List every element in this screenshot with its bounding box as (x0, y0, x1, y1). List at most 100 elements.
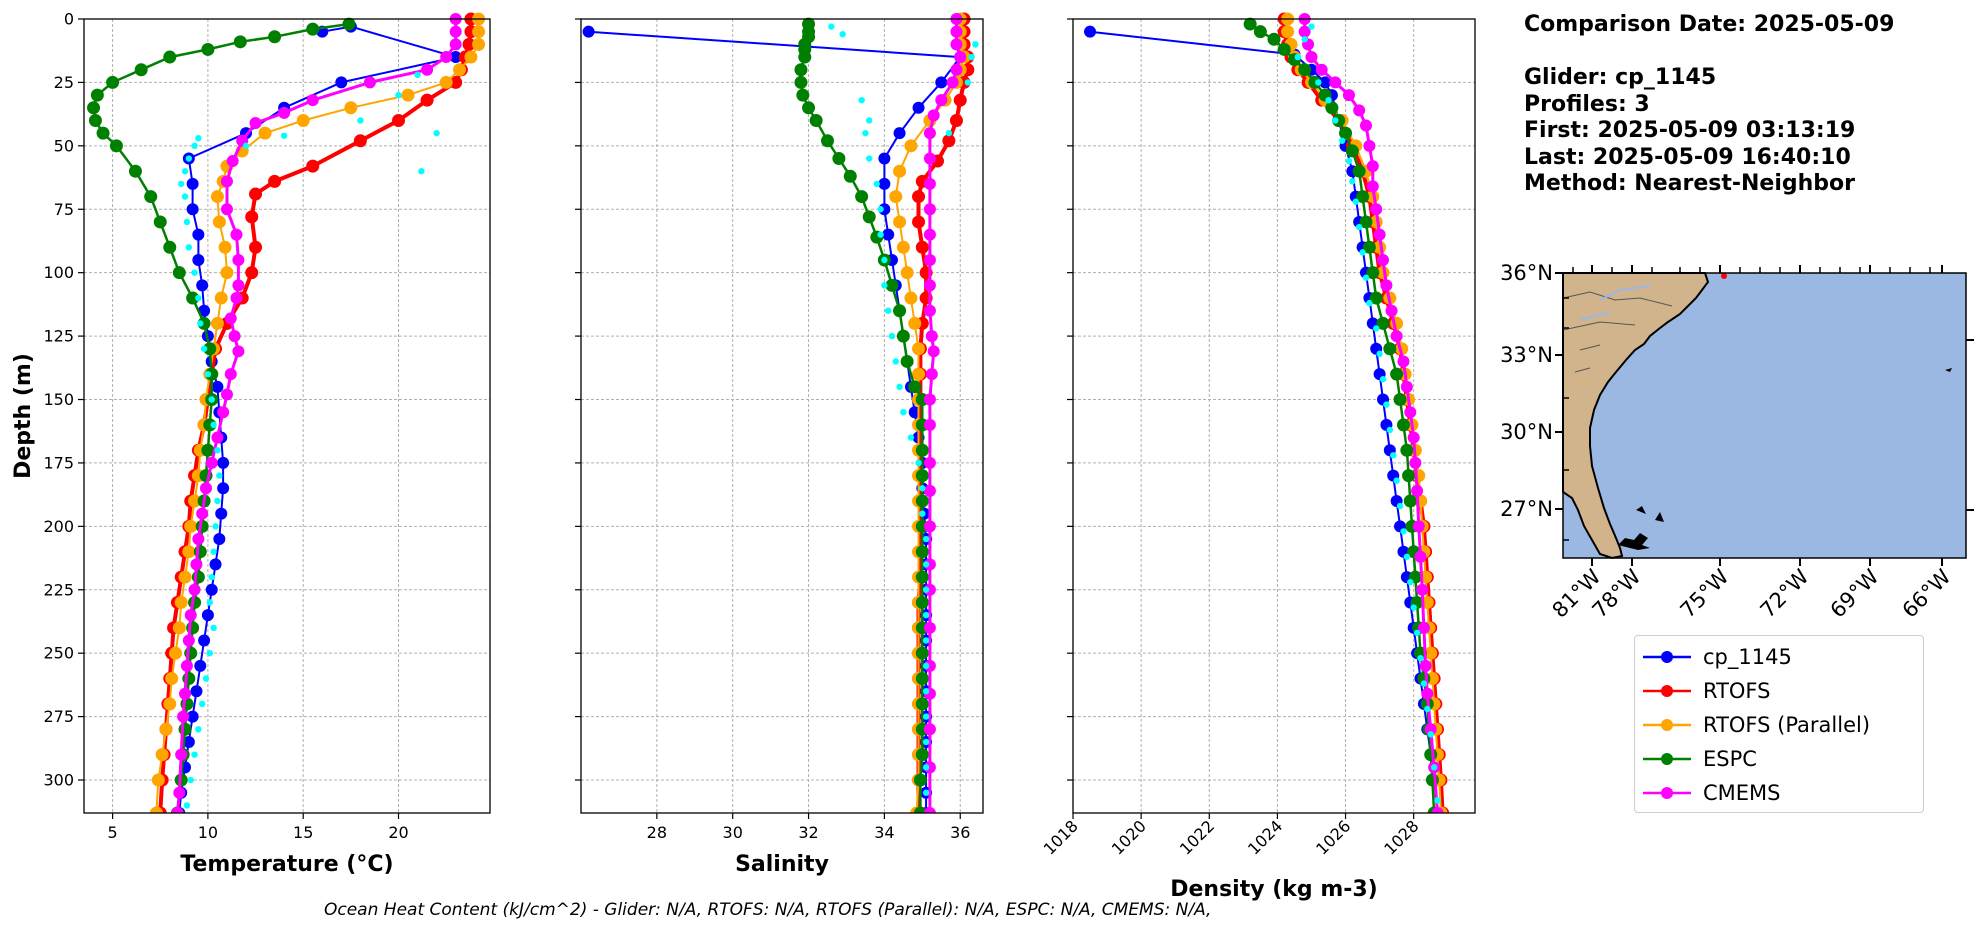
data-point (420, 93, 434, 107)
data-point (184, 519, 198, 533)
x-tick-label: 5 (107, 823, 117, 842)
data-point (464, 50, 478, 64)
data-point (912, 190, 926, 204)
data-point (232, 345, 245, 358)
y-tick-label: 300 (43, 771, 74, 790)
data-point (106, 75, 120, 89)
data-point (1424, 723, 1437, 736)
data-point (178, 722, 192, 736)
glider-location-marker (1721, 273, 1727, 279)
profile-point (204, 370, 212, 378)
footer-text: Ocean Heat Content (kJ/cm^2) - Glider: N… (324, 900, 1212, 920)
series-profiles (1294, 23, 1441, 804)
x-tick-label: 1020 (1108, 816, 1150, 858)
profile-point (1417, 655, 1424, 662)
data-point (1412, 520, 1425, 533)
y-tick-label: 50 (54, 136, 74, 155)
map-lat-label: 27°N (1500, 497, 1553, 521)
legend-label: CMEMS (1703, 781, 1781, 805)
data-point (923, 152, 936, 165)
profile-point (191, 269, 198, 276)
profile-point (1352, 198, 1359, 205)
data-point (88, 113, 102, 127)
data-point (942, 134, 956, 148)
first-time: First: 2025-05-09 03:13:19 (1524, 118, 1856, 143)
profile-point (210, 548, 217, 555)
x-tick-label: 32 (798, 823, 818, 842)
profile-point (195, 294, 202, 302)
data-point (172, 266, 186, 280)
profile-point (212, 523, 219, 530)
data-point (1308, 75, 1322, 89)
profile-point (214, 497, 221, 505)
map-rivers (1579, 285, 1651, 321)
data-point (392, 113, 406, 127)
data-point (228, 330, 241, 343)
data-point (182, 634, 195, 647)
series-line-rtofs-parallel (155, 19, 480, 813)
profile-point (216, 472, 223, 479)
data-point (203, 342, 217, 356)
profile-count: Profiles: 3 (1524, 91, 1650, 117)
data-point (843, 169, 857, 183)
data-point (912, 367, 926, 381)
profile-point (1390, 452, 1397, 459)
y-tick-label: 200 (43, 517, 74, 536)
series-line-espc (799, 24, 924, 813)
data-point (900, 266, 914, 280)
data-point (220, 266, 234, 280)
data-point (472, 25, 486, 39)
data-point (950, 38, 963, 51)
data-point (230, 292, 243, 305)
profile-point (200, 345, 208, 352)
data-point (224, 312, 237, 325)
data-point (87, 101, 101, 115)
data-point (1373, 228, 1386, 241)
profile-point (1355, 223, 1363, 231)
data-point (245, 210, 259, 224)
data-point (203, 418, 217, 432)
profile-point (1294, 53, 1302, 61)
data-point (915, 545, 929, 559)
data-point (211, 431, 224, 444)
series-cp-1145 (173, 20, 462, 813)
data-point (1362, 240, 1376, 254)
data-point (1383, 342, 1397, 356)
series-line-rtofs (158, 19, 473, 813)
data-point (220, 175, 233, 188)
data-point (1342, 89, 1355, 102)
data-point (1380, 279, 1393, 292)
profile-point (1424, 705, 1431, 713)
profile-point (1410, 604, 1417, 611)
data-point (439, 75, 453, 89)
data-point (1393, 393, 1407, 407)
data-point (258, 126, 272, 140)
profile-point (873, 180, 881, 188)
data-point (213, 533, 226, 546)
profile-point (206, 649, 214, 657)
data-point (915, 697, 929, 711)
data-point (217, 406, 230, 419)
x-tick-label: 1022 (1176, 816, 1218, 858)
method: Method: Nearest-Neighbor (1524, 171, 1855, 196)
data-point (923, 456, 936, 469)
data-point (128, 164, 142, 178)
data-point (182, 735, 195, 748)
y-tick-label: 175 (43, 453, 74, 472)
legend: cp_1145 RTOFS RTOFS (Parallel) ESPC CMEM… (1634, 635, 1924, 813)
profile-point (1376, 350, 1383, 358)
profile-point (183, 802, 191, 809)
data-point (889, 190, 903, 204)
data-point (342, 17, 356, 31)
data-point (205, 583, 218, 596)
data-point (1414, 550, 1427, 563)
data-point (923, 253, 936, 266)
profile-point (922, 713, 930, 720)
data-point (935, 94, 948, 107)
data-point (163, 697, 177, 711)
legend-item-cp-1145: cp_1145 (1643, 640, 1792, 674)
data-point (90, 88, 104, 102)
data-point (188, 583, 201, 596)
profile-point (839, 31, 846, 38)
